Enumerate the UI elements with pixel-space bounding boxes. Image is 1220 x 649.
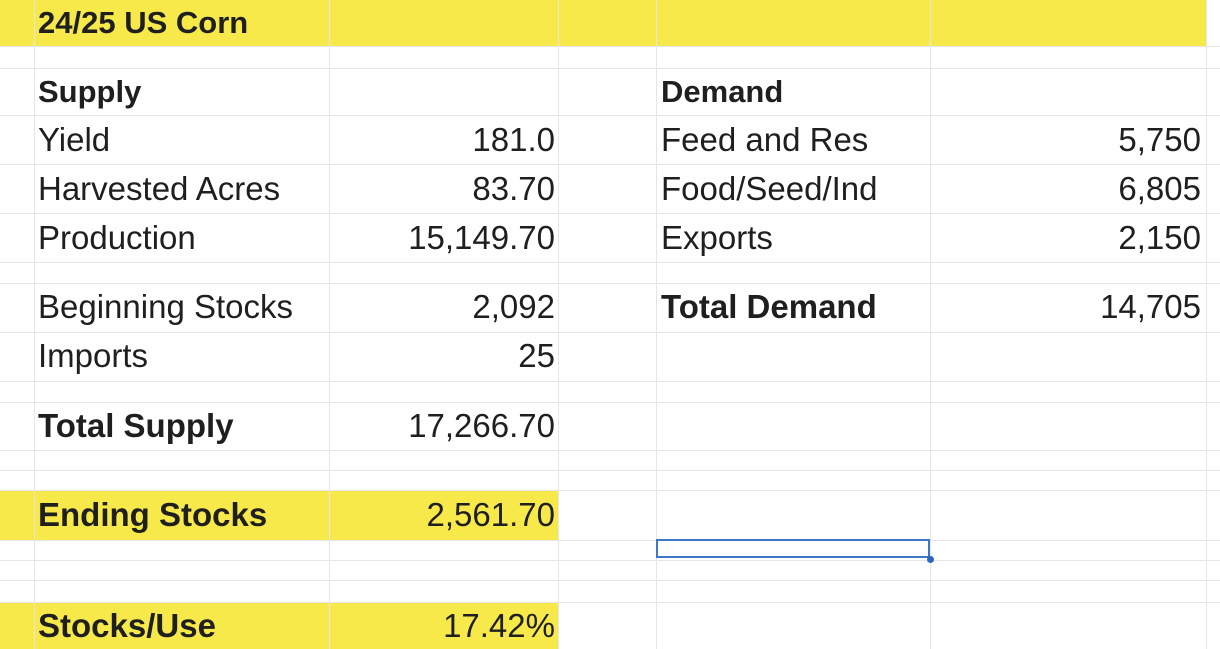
row-gridline bbox=[0, 164, 1220, 165]
beginning-stocks-value[interactable]: 2,092 bbox=[472, 288, 555, 325]
total-supply-value[interactable]: 17,266.70 bbox=[408, 407, 555, 444]
yield-label[interactable]: Yield bbox=[38, 121, 111, 158]
sheet-title[interactable]: 24/25 US Corn bbox=[38, 5, 249, 40]
exports-label[interactable]: Exports bbox=[661, 219, 773, 256]
food-seed-ind-label[interactable]: Food/Seed/Ind bbox=[661, 170, 878, 207]
row-gridline bbox=[0, 68, 1220, 69]
production-label[interactable]: Production bbox=[38, 219, 196, 256]
row-gridline bbox=[0, 262, 1220, 263]
harvested-acres-value[interactable]: 83.70 bbox=[472, 170, 555, 207]
row-gridline bbox=[0, 381, 1220, 382]
title-row-highlight bbox=[0, 0, 1206, 46]
row-gridline bbox=[0, 402, 1220, 403]
feed-and-res-value[interactable]: 5,750 bbox=[1118, 121, 1201, 158]
ending-stocks-value[interactable]: 2,561.70 bbox=[426, 496, 555, 533]
selected-cell[interactable] bbox=[656, 539, 930, 558]
supply-header[interactable]: Supply bbox=[38, 74, 142, 109]
column-gridline bbox=[1206, 0, 1207, 649]
column-gridline bbox=[329, 0, 330, 649]
feed-and-res-label[interactable]: Feed and Res bbox=[661, 121, 869, 158]
stocks-use-label[interactable]: Stocks/Use bbox=[38, 607, 216, 644]
food-seed-ind-value[interactable]: 6,805 bbox=[1118, 170, 1201, 207]
row-gridline bbox=[0, 283, 1220, 284]
total-supply-label[interactable]: Total Supply bbox=[38, 407, 234, 444]
production-value[interactable]: 15,149.70 bbox=[408, 219, 555, 256]
row-gridline bbox=[0, 490, 1220, 491]
demand-header[interactable]: Demand bbox=[661, 74, 784, 109]
total-demand-label[interactable]: Total Demand bbox=[661, 288, 877, 325]
fill-handle[interactable] bbox=[927, 556, 934, 563]
yield-value[interactable]: 181.0 bbox=[472, 121, 555, 158]
imports-value[interactable]: 25 bbox=[518, 337, 555, 374]
row-gridline bbox=[0, 470, 1220, 471]
row-gridline bbox=[0, 46, 1220, 47]
row-gridline bbox=[0, 332, 1220, 333]
row-gridline bbox=[0, 450, 1220, 451]
stocks-use-highlight bbox=[0, 602, 558, 649]
row-gridline bbox=[0, 560, 1220, 561]
harvested-acres-label[interactable]: Harvested Acres bbox=[38, 170, 281, 207]
beginning-stocks-label[interactable]: Beginning Stocks bbox=[38, 288, 293, 325]
row-gridline bbox=[0, 540, 1220, 541]
stocks-use-value[interactable]: 17.42% bbox=[443, 607, 555, 644]
ending-stocks-highlight bbox=[0, 490, 558, 540]
exports-value[interactable]: 2,150 bbox=[1118, 219, 1201, 256]
row-gridline bbox=[0, 115, 1220, 116]
ending-stocks-label[interactable]: Ending Stocks bbox=[38, 496, 268, 533]
total-demand-value[interactable]: 14,705 bbox=[1100, 288, 1201, 325]
column-gridline bbox=[656, 0, 657, 649]
row-gridline bbox=[0, 602, 1220, 603]
row-gridline bbox=[0, 580, 1220, 581]
column-gridline bbox=[558, 0, 559, 649]
column-gridline bbox=[930, 0, 931, 649]
imports-label[interactable]: Imports bbox=[38, 337, 149, 374]
column-gridline bbox=[34, 0, 35, 649]
row-gridline bbox=[0, 213, 1220, 214]
